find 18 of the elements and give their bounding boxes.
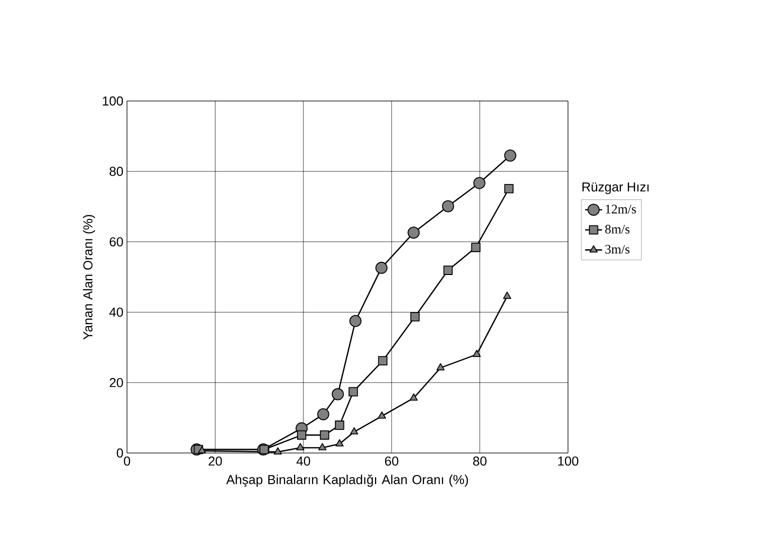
legend-label: 3m/s (605, 244, 630, 254)
legend-label: 12m/s (606, 204, 636, 214)
x-tick-label: 20 (208, 456, 222, 466)
y-tick-label: 100 (102, 96, 123, 106)
y-tick-label: 20 (110, 378, 123, 388)
legend-title: Rüzgar Hızı (582, 182, 649, 194)
y-tick-label: 0 (116, 448, 123, 458)
y-tick-label: 80 (110, 166, 123, 176)
y-tick-label: 60 (110, 237, 123, 246)
y-axis-title: Yanan Alan Oranı (%) (82, 214, 96, 340)
y-tick-label: 40 (109, 308, 123, 317)
legend-label: 8m/s (605, 224, 630, 234)
x-tick-label: 60 (385, 456, 398, 466)
x-tick-label: 40 (296, 456, 310, 466)
x-axis-title: Ahşap Binaların Kapladığı Alan Oranı (%) (226, 474, 468, 487)
x-tick-label: 80 (473, 456, 487, 466)
x-tick-label: 100 (558, 456, 578, 466)
x-tick-label: 0 (124, 456, 130, 466)
